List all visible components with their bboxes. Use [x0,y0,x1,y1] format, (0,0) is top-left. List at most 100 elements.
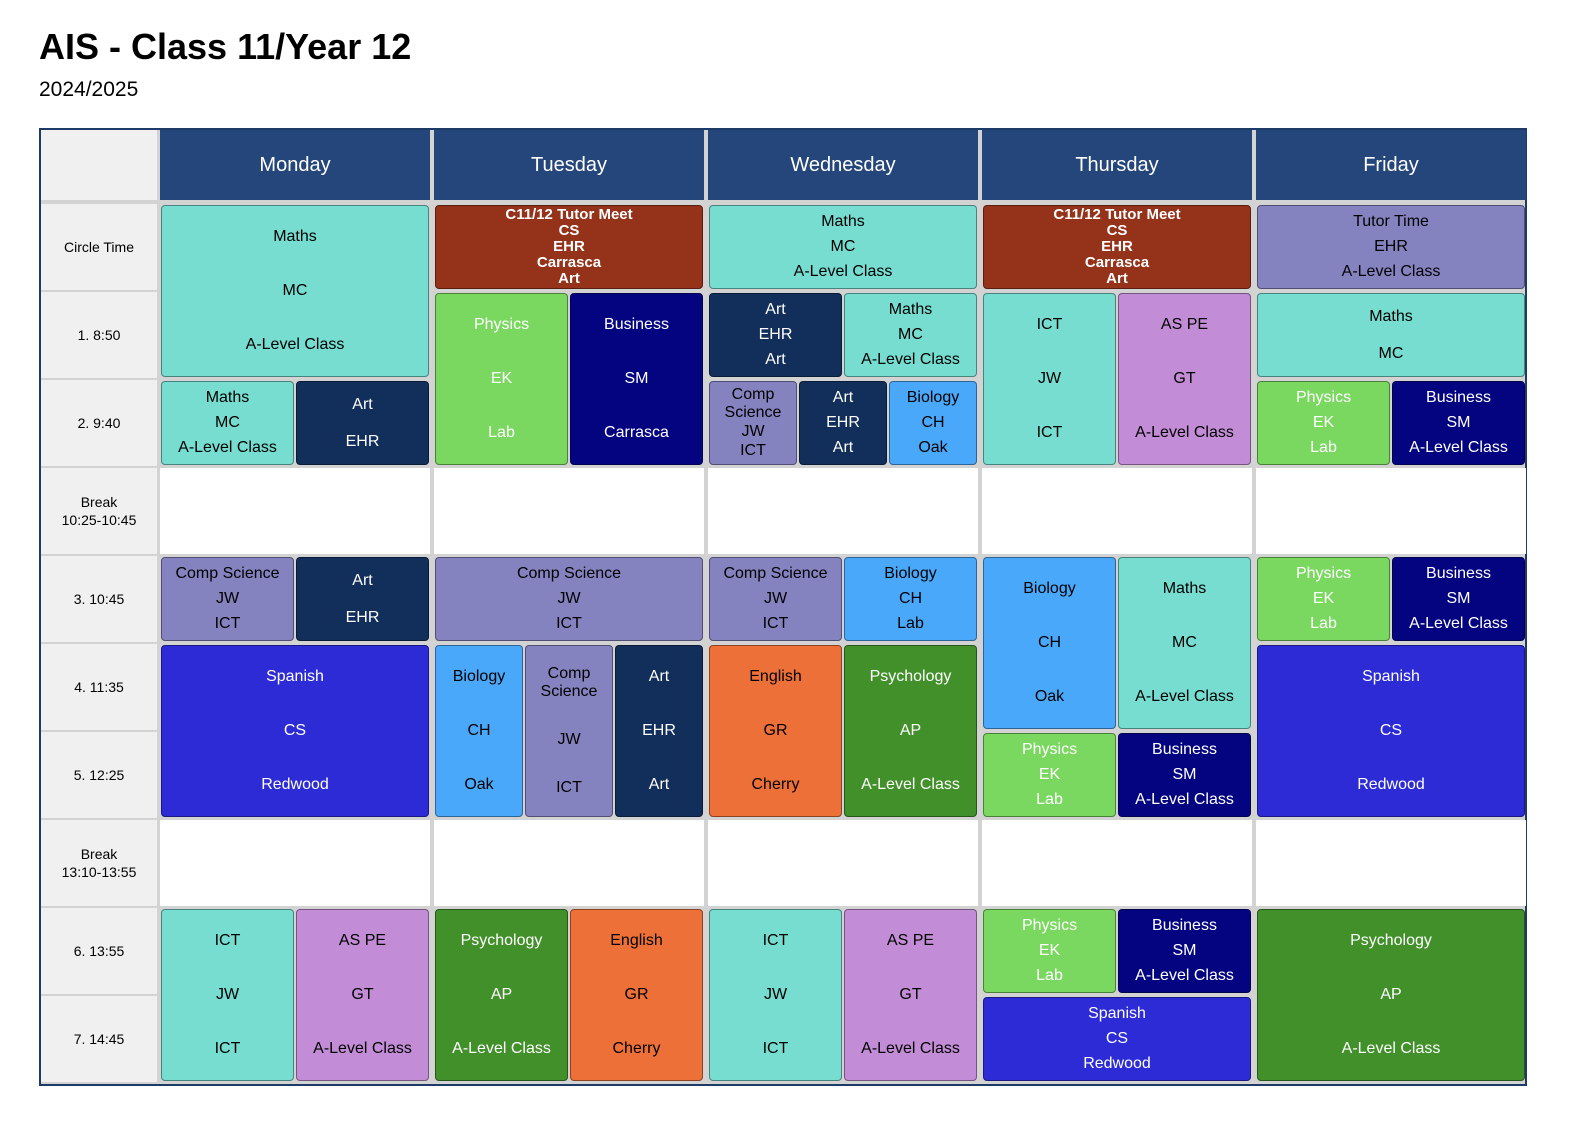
class-detail: MC [282,282,308,299]
class-block[interactable]: ICT JW ICT [161,909,294,1081]
class-block[interactable]: Business SM A-Level Class [1118,733,1251,817]
class-detail: JW [1037,370,1062,387]
class-subject: Business [1152,917,1217,935]
class-subject: AS PE [1160,316,1209,333]
class-subject: Maths [205,389,250,407]
break-cell [1256,820,1526,906]
class-detail: Oak [918,438,948,456]
class-block[interactable]: Tutor Time EHR A-Level Class [1257,205,1525,289]
class-detail: CS [558,222,580,239]
class-detail: GR [624,986,649,1003]
class-detail: EK [490,370,513,387]
class-detail: A-Level Class [178,438,277,456]
day-header-monday: Monday [160,130,430,200]
class-block[interactable]: Spanish CS Redwood [161,645,429,817]
class-detail: EK [1038,941,1061,959]
class-block[interactable]: Comp Science JW ICT [435,557,703,641]
class-block[interactable]: English GR Cherry [570,909,703,1081]
class-block[interactable]: Comp Science JW ICT [161,557,294,641]
class-block[interactable]: Maths MC A-Level Class [161,205,429,377]
page-title: AIS - Class 11/Year 12 [39,26,412,67]
class-subject: C11/12 Tutor Meet [505,206,633,223]
class-block[interactable]: English GR Cherry [709,645,842,817]
class-block[interactable]: Art EHR [296,381,429,465]
class-block[interactable]: Comp Science JW ICT [525,645,613,817]
class-block[interactable]: Art EHR Art [709,293,842,377]
period-label-line: Break [80,494,118,510]
class-detail: A-Level Class [1135,424,1234,441]
class-block[interactable]: Psychology AP A-Level Class [844,645,977,817]
class-block[interactable]: Art EHR [296,557,429,641]
class-block[interactable]: Biology CH Oak [889,381,977,465]
class-subject: Business [1426,389,1491,407]
class-block[interactable]: Art EHR Art [615,645,703,817]
class-subject: Business [1152,741,1217,759]
class-detail: CS [1106,222,1128,239]
class-subject: Comp Science [540,665,598,700]
class-detail: Cherry [751,776,800,793]
class-block[interactable]: Business SM A-Level Class [1392,557,1525,641]
class-block[interactable]: ICT JW ICT [709,909,842,1081]
period-label: 5. 12:25 [41,732,157,818]
class-block[interactable]: Spanish CS Redwood [1257,645,1525,817]
class-block[interactable]: Maths MC A-Level Class [844,293,977,377]
class-detail: Art [1106,270,1128,287]
class-block[interactable]: Psychology AP A-Level Class [1257,909,1525,1081]
period-label-line: 5. 12:25 [73,767,125,783]
class-detail: ICT [556,614,582,632]
class-detail: ICT [762,1040,789,1057]
class-block[interactable]: Art EHR Art [799,381,887,465]
class-detail: A-Level Class [452,1040,551,1057]
class-block[interactable]: AS PE GT A-Level Class [844,909,977,1081]
class-detail: GR [763,722,788,739]
class-block[interactable]: AS PE GT A-Level Class [296,909,429,1081]
day-header-thursday: Thursday [982,130,1252,200]
class-detail: Oak [1034,688,1065,705]
class-block[interactable]: Physics EK Lab [435,293,568,465]
class-detail: Redwood [1357,776,1425,793]
class-detail: EHR [345,432,380,450]
academic-year: 2024/2025 [39,78,139,101]
class-detail: Lab [1310,614,1337,632]
class-detail: EHR [826,413,860,431]
class-block[interactable]: Business SM Carrasca [570,293,703,465]
class-detail: EK [1312,413,1335,431]
class-detail: MC [1378,344,1404,362]
class-detail: A-Level Class [1341,262,1441,280]
period-label: 2. 9:40 [41,380,157,466]
class-block[interactable]: Psychology AP A-Level Class [435,909,568,1081]
class-block[interactable]: C11/12 Tutor Meet CS EHR Carrasca Art [983,205,1251,289]
class-block[interactable]: Comp Science JW ICT [709,381,797,465]
class-subject: English [610,932,663,949]
class-detail: A-Level Class [861,350,960,368]
class-detail: ICT [556,779,582,796]
class-block[interactable]: Business SM A-Level Class [1118,909,1251,993]
class-block[interactable]: Maths MC A-Level Class [1118,557,1251,729]
class-subject: English [749,668,802,685]
class-block[interactable]: Maths MC [1257,293,1525,377]
class-subject: Business [604,316,669,333]
class-detail: GT [899,986,922,1003]
class-block[interactable]: Business SM A-Level Class [1392,381,1525,465]
class-block[interactable]: C11/12 Tutor Meet CS EHR Carrasca Art [435,205,703,289]
class-block[interactable]: Physics EK Lab [1257,557,1390,641]
class-block[interactable]: Biology CH Oak [983,557,1116,729]
class-block[interactable]: Comp Science JW ICT [709,557,842,641]
class-subject: Maths [1369,307,1413,325]
class-block[interactable]: Physics EK Lab [983,909,1116,993]
class-subject: Art [352,395,373,413]
class-block[interactable]: Maths MC A-Level Class [709,205,977,289]
class-detail: MC [215,413,240,431]
class-block[interactable]: Biology CH Oak [435,645,523,817]
class-block[interactable]: Physics EK Lab [1257,381,1390,465]
class-block[interactable]: Physics EK Lab [983,733,1116,817]
class-block[interactable]: Maths MC A-Level Class [161,381,294,465]
class-subject: Art [352,571,373,589]
class-block[interactable]: Spanish CS Redwood [983,997,1251,1081]
class-detail: Carrasca [604,424,669,441]
class-detail: JW [741,422,765,440]
class-block[interactable]: ICT JW ICT [983,293,1116,465]
class-block[interactable]: Biology CH Lab [844,557,977,641]
period-label: 7. 14:45 [41,996,157,1082]
class-block[interactable]: AS PE GT A-Level Class [1118,293,1251,465]
